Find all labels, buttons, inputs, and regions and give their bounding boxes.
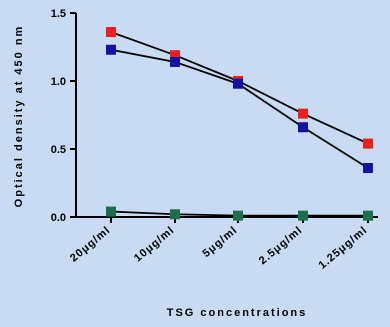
y-tick-label: 0.0 — [51, 212, 66, 224]
data-point — [233, 210, 243, 221]
y-axis-title: Optical density at 450 nm — [13, 25, 25, 208]
data-point — [363, 163, 373, 174]
data-point — [106, 44, 116, 55]
x-tick-label: 1.25μg/ml — [316, 224, 369, 272]
data-point — [363, 138, 373, 149]
data-point — [106, 27, 116, 38]
x-tick-label: 10μg/ml — [132, 224, 177, 264]
x-axis-title: TSG concentrations — [167, 307, 308, 319]
series-line — [110, 48, 369, 169]
data-point — [233, 78, 243, 89]
data-point — [298, 122, 308, 133]
y-tick-label: 0.5 — [51, 144, 66, 156]
y-tick-label: 1.0 — [51, 76, 66, 88]
data-point — [170, 50, 180, 61]
axes — [70, 12, 378, 223]
x-tick-label: 5μg/ml — [200, 224, 239, 260]
data-point — [298, 108, 308, 119]
data-point — [363, 210, 373, 221]
y-tick-label: 1.5 — [51, 8, 66, 20]
x-tick-label: 2.5μg/ml — [257, 224, 305, 267]
data-point — [170, 209, 180, 220]
data-point — [170, 56, 180, 67]
series-2 — [106, 44, 373, 174]
x-tick-label: 20μg/ml — [68, 224, 113, 264]
data-point — [298, 210, 308, 221]
series-3 — [106, 206, 373, 221]
data-point — [106, 206, 116, 217]
series-layer — [106, 27, 373, 221]
